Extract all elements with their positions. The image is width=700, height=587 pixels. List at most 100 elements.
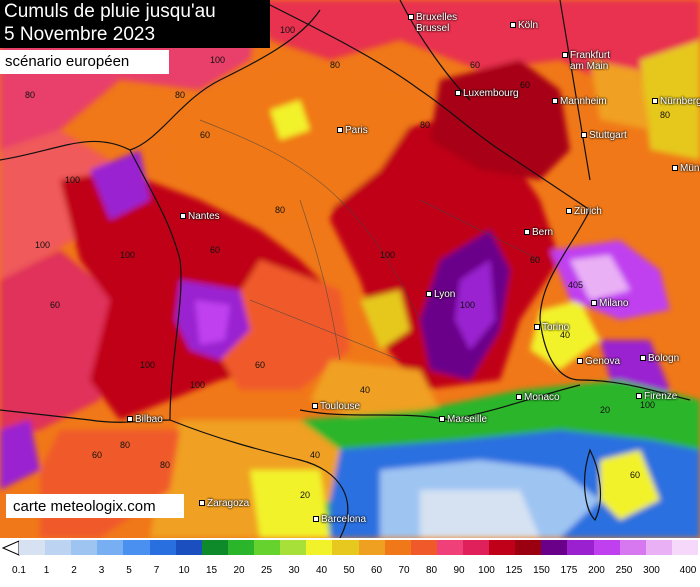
city-name: Bologn bbox=[648, 353, 680, 364]
legend-swatch bbox=[332, 540, 359, 555]
title-box: Cumuls de pluie jusqu'au 5 Novembre 2023 bbox=[0, 0, 270, 48]
legend-swatch bbox=[515, 540, 542, 555]
legend-tick-label: 20 bbox=[233, 565, 245, 576]
legend-tick-label: 80 bbox=[425, 565, 438, 576]
city-name: Zürich bbox=[574, 206, 602, 217]
legend-tick-label: 30 bbox=[288, 565, 300, 576]
legend-swatch bbox=[19, 540, 46, 555]
map-title-line2: 5 Novembre 2023 bbox=[4, 24, 156, 45]
isoline-value: 60 bbox=[470, 60, 481, 70]
isoline-value: 100 bbox=[65, 175, 81, 185]
city-marker-icon bbox=[577, 358, 583, 365]
legend-swatch bbox=[541, 540, 568, 555]
city-label: Firenze bbox=[636, 391, 677, 402]
legend-tick-label: 60 bbox=[370, 565, 383, 576]
legend-tick-label: 10 bbox=[178, 565, 190, 576]
city-label: Marseille bbox=[439, 414, 487, 425]
legend-swatch bbox=[489, 540, 516, 555]
city-marker-icon bbox=[581, 132, 587, 139]
map-credit: carte meteologix.com bbox=[13, 498, 156, 515]
legend-swatch bbox=[567, 540, 595, 555]
legend-tick-label: 90 bbox=[453, 565, 465, 576]
legend-tick-label: 7 bbox=[153, 565, 160, 576]
city-name: Frankfurt bbox=[570, 50, 611, 61]
legend-swatch bbox=[97, 540, 124, 555]
city-label: Monaco bbox=[516, 392, 560, 403]
isoline-value: 100 bbox=[210, 55, 226, 65]
legend-tick-label: 2 bbox=[71, 565, 77, 576]
isoline-value: 60 bbox=[210, 245, 221, 255]
city-name-secondary: Brussel bbox=[416, 23, 450, 34]
city-label: Torino bbox=[534, 322, 569, 333]
city-name: Milano bbox=[599, 298, 629, 309]
city-marker-icon bbox=[127, 416, 133, 423]
city-label: Bilbao bbox=[127, 414, 163, 425]
legend-tick-label: 70 bbox=[398, 565, 410, 576]
legend-tick-label: 1 bbox=[43, 565, 50, 576]
isoline-value: 80 bbox=[330, 60, 341, 70]
legend-swatch bbox=[201, 540, 229, 555]
isoline-value: 80 bbox=[120, 440, 131, 450]
isoline-value: 100 bbox=[190, 380, 206, 390]
legend-tick-label: 15 bbox=[205, 565, 218, 576]
city-marker-icon bbox=[180, 213, 186, 220]
city-name: Genova bbox=[585, 356, 621, 367]
isoline-value: 100 bbox=[460, 300, 476, 310]
legend-tick-label: 150 bbox=[533, 565, 550, 576]
city-marker-icon bbox=[337, 127, 343, 134]
isoline-value: 100 bbox=[140, 360, 156, 370]
city-label: Bruxelles Brussel bbox=[408, 12, 457, 34]
city-marker-icon bbox=[199, 500, 205, 507]
city-marker-icon bbox=[534, 324, 540, 331]
legend-tick-label: 125 bbox=[505, 565, 523, 576]
city-label: Paris bbox=[337, 125, 368, 136]
legend-swatch bbox=[227, 540, 255, 555]
isoline-value: 100 bbox=[280, 25, 296, 35]
legend-swatch bbox=[175, 540, 203, 555]
city-name: Lyon bbox=[434, 289, 456, 300]
isoline-value: 80 bbox=[175, 90, 186, 100]
legend-swatch bbox=[71, 540, 98, 555]
credit-box: carte meteologix.com bbox=[6, 494, 184, 518]
city-name-secondary: am Main bbox=[570, 61, 609, 72]
legend-tick-label: 400 bbox=[679, 565, 697, 576]
isoline-value: 100 bbox=[640, 400, 656, 410]
city-marker-icon bbox=[455, 90, 461, 97]
city-name: Firenze bbox=[644, 391, 678, 402]
city-name: Torino bbox=[542, 322, 570, 333]
city-name: Marseille bbox=[447, 414, 488, 425]
isoline-value: 40 bbox=[310, 450, 321, 460]
city-marker-icon bbox=[426, 291, 432, 298]
city-marker-icon bbox=[636, 393, 642, 400]
map-title-line1: Cumuls de pluie jusqu'au bbox=[4, 1, 216, 22]
city-marker-icon bbox=[652, 98, 658, 105]
city-marker-icon bbox=[408, 14, 414, 21]
legend-swatch bbox=[671, 540, 699, 555]
legend-swatch bbox=[384, 540, 412, 555]
isoline-value: 100 bbox=[120, 250, 136, 260]
legend-swatch bbox=[254, 540, 281, 555]
isoline-value: 40 bbox=[560, 330, 571, 340]
legend-swatch bbox=[123, 540, 151, 555]
city-marker-icon bbox=[566, 208, 572, 215]
legend-tick-label: 250 bbox=[615, 565, 633, 576]
city-marker-icon bbox=[313, 516, 319, 523]
city-label: Lyon bbox=[426, 289, 455, 300]
city-marker-icon bbox=[562, 52, 568, 59]
legend-swatch bbox=[306, 540, 333, 555]
city-name: Bilbao bbox=[135, 414, 163, 425]
city-name: Nantes bbox=[188, 211, 220, 222]
isoline-value: 80 bbox=[25, 90, 36, 100]
legend-swatch bbox=[619, 540, 647, 555]
city-name: Zaragoza bbox=[207, 498, 250, 509]
legend-tick-label: 40 bbox=[315, 565, 328, 576]
map-subtitle: scénario européen bbox=[5, 53, 130, 70]
legend-tick-label: 100 bbox=[478, 565, 495, 576]
city-name: Toulouse bbox=[320, 401, 361, 412]
isoline-value: 80 bbox=[275, 205, 286, 215]
city-name: Luxembourg bbox=[463, 88, 519, 99]
city-label: Barcelona bbox=[313, 514, 366, 525]
city-name: Stuttgart bbox=[589, 130, 627, 141]
legend-tick-label: 0.1 bbox=[12, 565, 26, 576]
isoline-value: 100 bbox=[380, 250, 396, 260]
